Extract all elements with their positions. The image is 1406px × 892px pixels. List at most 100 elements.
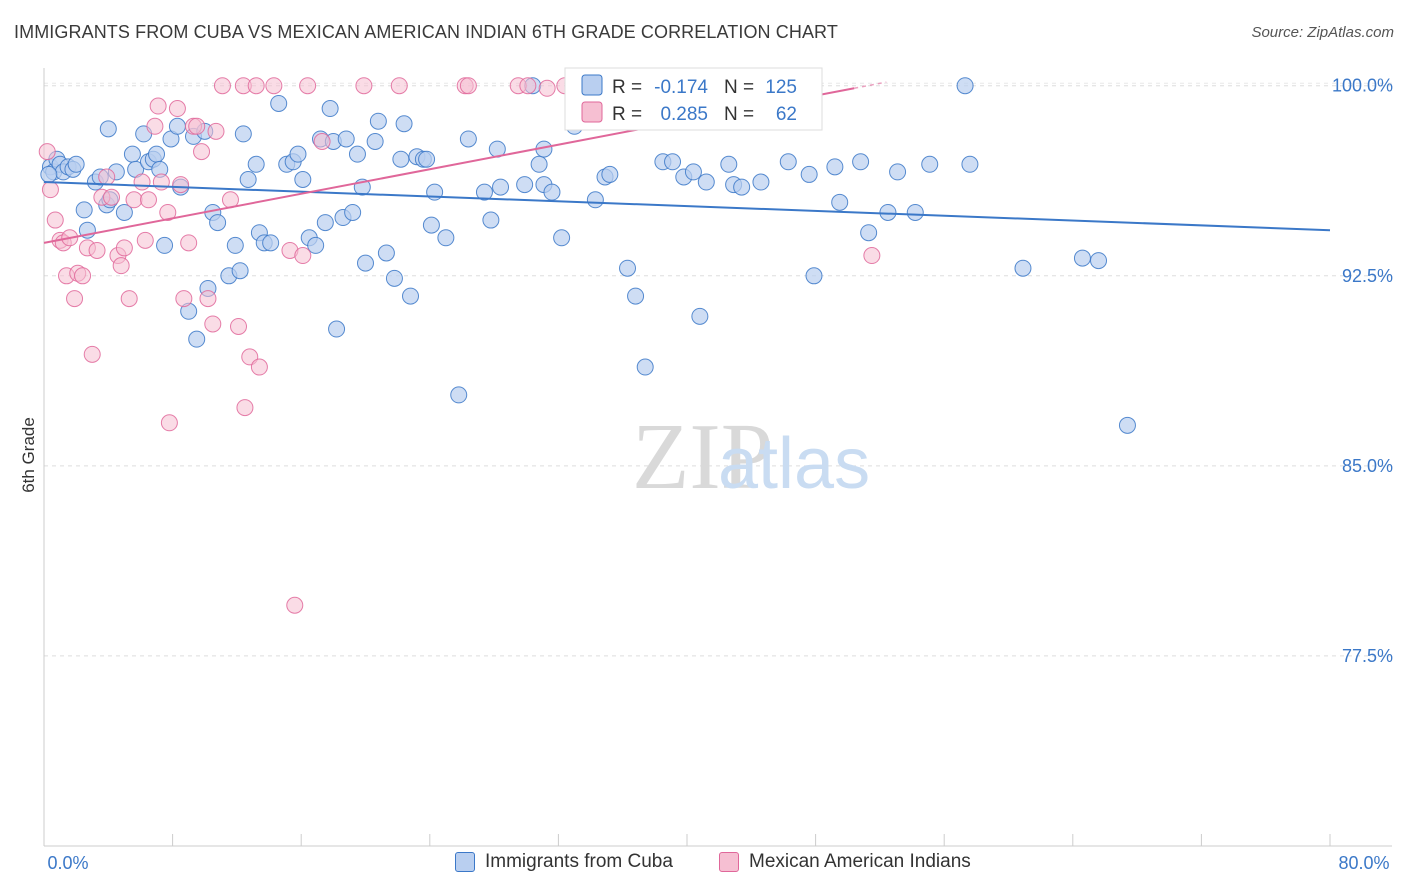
data-point [146, 117, 164, 135]
data-point [538, 79, 556, 97]
data-point [422, 216, 440, 234]
data-point [390, 77, 408, 95]
data-point [1090, 252, 1108, 270]
data-point [120, 290, 138, 308]
data-point [395, 115, 413, 133]
data-point [366, 132, 384, 150]
data-point [307, 236, 325, 254]
data-point [247, 77, 265, 95]
series-cuba-points [40, 77, 1136, 434]
data-point [112, 257, 130, 275]
data-point [74, 267, 92, 285]
data-point [234, 125, 252, 143]
data-point [262, 234, 280, 252]
data-point [906, 203, 924, 221]
data-point [188, 330, 206, 348]
data-point [66, 290, 84, 308]
data-point [475, 183, 493, 201]
data-point [418, 150, 436, 168]
legend-swatch-cuba [455, 852, 475, 872]
data-point [733, 178, 751, 196]
data-point [115, 239, 133, 257]
data-point [627, 287, 645, 305]
data-point [156, 236, 174, 254]
data-point [160, 414, 178, 432]
data-point [123, 145, 141, 163]
legend-n-value-1: 125 [765, 77, 797, 98]
watermark: ZIP atlas [632, 405, 870, 509]
data-point [961, 155, 979, 173]
y-axis-title: 6th Grade [19, 417, 38, 493]
data-point [1073, 249, 1091, 267]
data-point [213, 77, 231, 95]
data-point [316, 214, 334, 232]
data-point [863, 247, 881, 265]
data-point [136, 231, 154, 249]
data-point [199, 290, 217, 308]
data-point [286, 596, 304, 614]
data-point [193, 143, 211, 161]
data-point [207, 122, 225, 140]
data-point [355, 77, 373, 95]
data-point [720, 155, 738, 173]
data-point [377, 244, 395, 262]
data-point [889, 163, 907, 181]
legend-item-mexican-american-indian: Mexican American Indians [719, 851, 971, 873]
data-point [779, 153, 797, 171]
y-tick-labels: 100.0% 92.5% 85.0% 77.5% [1332, 76, 1393, 666]
legend-n-label-1: N = [724, 77, 754, 98]
data-point [619, 259, 637, 277]
data-point [601, 165, 619, 183]
data-point [250, 358, 268, 376]
legend-box [564, 67, 823, 131]
data-point [209, 214, 227, 232]
data-point [294, 247, 312, 265]
data-point [328, 320, 346, 338]
data-point [516, 176, 534, 194]
data-point [392, 150, 410, 168]
legend-r-value-2: 0.285 [660, 104, 708, 125]
data-point [247, 155, 265, 173]
data-point [226, 236, 244, 254]
data-point [459, 130, 477, 148]
data-point [67, 155, 85, 173]
data-point [168, 117, 186, 135]
grid [44, 82, 1392, 657]
x-tick-label: 80.0% [1338, 853, 1389, 873]
data-point [543, 183, 561, 201]
data-point [38, 143, 56, 161]
data-point [369, 112, 387, 130]
data-point [691, 307, 709, 325]
y-tick-label: 85.0% [1342, 456, 1393, 476]
axes [43, 68, 1392, 847]
y-tick-label: 92.5% [1342, 266, 1393, 286]
data-point [697, 173, 715, 191]
data-point [805, 267, 823, 285]
data-point [752, 173, 770, 191]
data-point [459, 77, 477, 95]
data-point [133, 173, 151, 191]
legend-swatch-pink [581, 101, 603, 123]
data-point [321, 100, 339, 118]
data-point [492, 178, 510, 196]
data-point [1014, 259, 1032, 277]
data-point [83, 345, 101, 363]
data-point [270, 94, 288, 112]
chart-title: IMMIGRANTS FROM CUBA VS MEXICAN AMERICAN… [14, 22, 838, 42]
data-point [437, 229, 455, 247]
data-point [299, 77, 317, 95]
x-tick-labels: 0.0% 80.0% [47, 853, 1389, 873]
data-point [40, 165, 58, 183]
legend-label-mexican-american-indian: Mexican American Indians [749, 851, 971, 872]
watermark-atlas: atlas [718, 424, 870, 504]
data-point [357, 254, 374, 272]
x-tick-label: 0.0% [47, 853, 88, 873]
data-point [344, 203, 362, 221]
data-point [159, 203, 177, 221]
data-point [684, 163, 702, 181]
data-point [168, 100, 186, 118]
data-point [115, 203, 133, 221]
legend-swatch-blue [581, 74, 603, 96]
source-label: Source: ZipAtlas.com [1251, 24, 1394, 41]
